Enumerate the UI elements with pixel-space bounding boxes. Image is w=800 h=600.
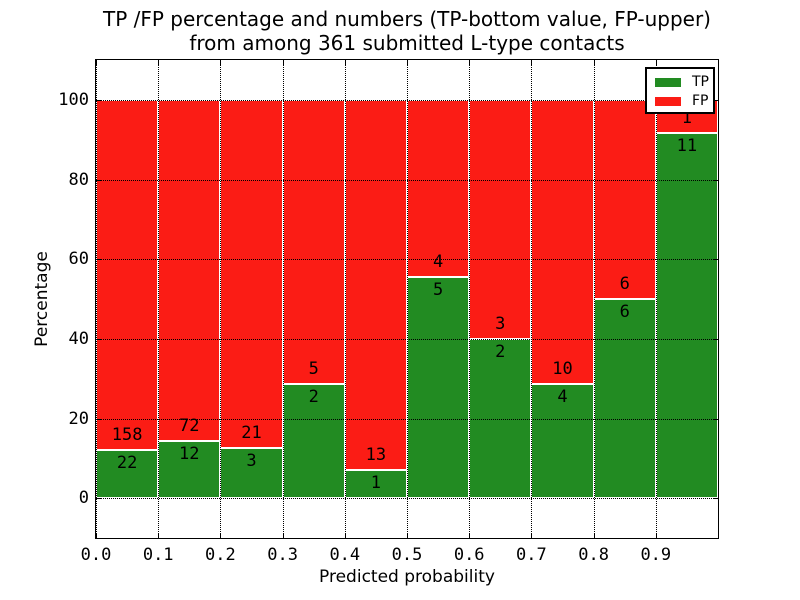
bar-segment-tp bbox=[593, 299, 656, 499]
legend-label-fp: FP bbox=[692, 93, 709, 109]
bars-layer bbox=[96, 60, 718, 538]
legend-swatch-fp bbox=[655, 96, 681, 106]
bar-segment-fp bbox=[282, 99, 345, 385]
legend-label-tp: TP bbox=[692, 74, 709, 90]
bar-segment-fp bbox=[96, 99, 159, 450]
bar-segment-fp bbox=[469, 99, 532, 339]
legend-swatch-tp bbox=[655, 77, 681, 87]
y-tick-label: 80 bbox=[68, 169, 89, 190]
x-tick-label: 0.6 bbox=[453, 545, 485, 565]
x-tick-label: 0.3 bbox=[267, 545, 298, 565]
bar-segment-fp bbox=[158, 99, 221, 442]
bar-segment-fp bbox=[531, 99, 594, 385]
y-tick-label: 0 bbox=[78, 488, 89, 509]
legend-entry: FP bbox=[655, 93, 713, 109]
x-axis-label: Predicted probability bbox=[319, 567, 495, 587]
x-tick-label: 0.8 bbox=[578, 545, 609, 565]
y-tick-label: 40 bbox=[68, 328, 89, 349]
bar-segment-tp bbox=[344, 469, 407, 499]
chart-title-line1: TP /FP percentage and numbers (TP-bottom… bbox=[103, 7, 711, 31]
y-tick-label: 20 bbox=[68, 408, 89, 429]
legend: TP FP bbox=[645, 67, 715, 114]
y-tick-label: 100 bbox=[58, 89, 89, 110]
bar-segment-tp bbox=[158, 441, 221, 499]
x-tick-label: 0.4 bbox=[329, 545, 361, 565]
bar-segment-tp bbox=[282, 384, 345, 499]
plot-area: 158 22 72 12 21 3 5 2 13 1 4 5 3 2 10 4 6 6 1 11 TP FP bbox=[95, 59, 719, 539]
chart-title: TP /FP percentage and numbers (TP-bottom… bbox=[96, 7, 718, 55]
x-tick-label: 0.7 bbox=[516, 545, 547, 565]
x-tick-label: 0.9 bbox=[640, 545, 672, 565]
bar-segment-fp bbox=[344, 99, 407, 470]
bar-segment-tp bbox=[407, 276, 470, 499]
bar-segment-fp bbox=[220, 99, 283, 449]
x-tick-label: 0.2 bbox=[205, 545, 236, 565]
y-tick-label: 60 bbox=[68, 249, 89, 270]
bar-segment-fp bbox=[593, 99, 656, 299]
bar-segment-fp bbox=[407, 99, 470, 277]
x-tick-label: 0.1 bbox=[142, 545, 174, 565]
x-tick-label: 0.0 bbox=[80, 545, 112, 565]
x-tick-label: 0.5 bbox=[391, 545, 423, 565]
legend-entry: TP bbox=[655, 74, 713, 90]
bar-segment-tp bbox=[220, 448, 283, 499]
bar-segment-tp bbox=[655, 132, 718, 499]
bar-segment-tp bbox=[531, 384, 594, 499]
bar-segment-tp bbox=[469, 338, 532, 499]
bar-segment-tp bbox=[96, 449, 159, 499]
chart-title-line2: from among 361 submitted L-type contacts bbox=[189, 31, 625, 55]
